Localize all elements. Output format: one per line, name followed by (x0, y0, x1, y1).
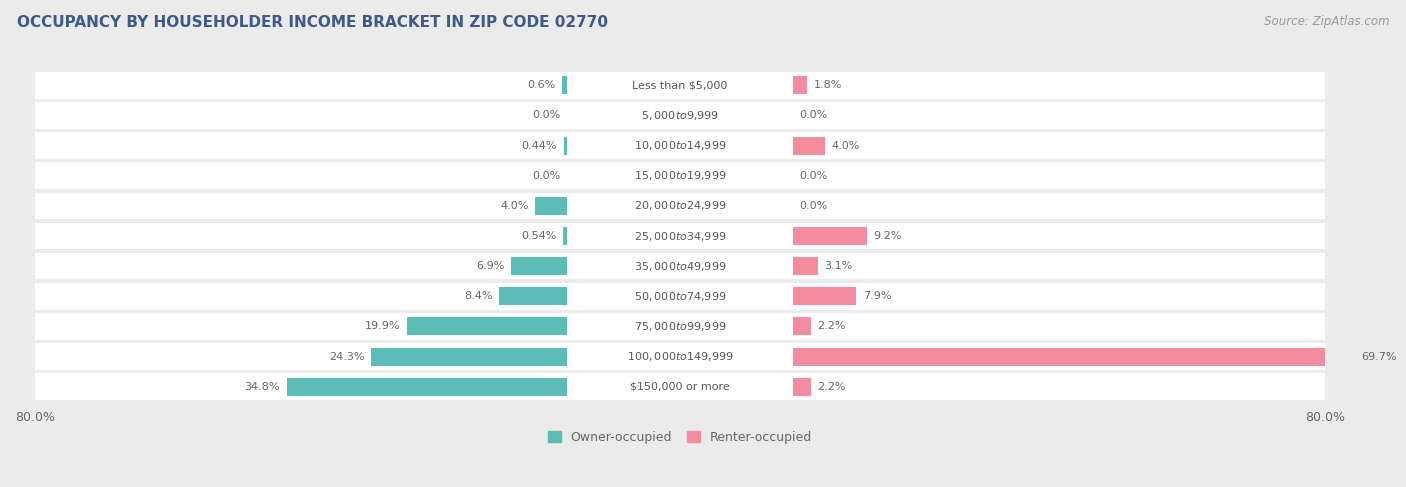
Bar (562, 76, 567, 94)
Bar (793, 348, 1355, 366)
Text: $35,000 to $49,999: $35,000 to $49,999 (634, 260, 725, 273)
Text: $100,000 to $149,999: $100,000 to $149,999 (627, 350, 734, 363)
Bar (499, 287, 567, 305)
Text: $50,000 to $74,999: $50,000 to $74,999 (634, 290, 725, 303)
Bar (35, 72, 1324, 98)
Text: 6.9%: 6.9% (477, 261, 505, 271)
Text: 34.8%: 34.8% (245, 382, 280, 392)
Bar (564, 136, 567, 155)
Bar (793, 227, 868, 245)
Bar (35, 102, 1324, 129)
Text: 24.3%: 24.3% (329, 352, 364, 361)
Text: 19.9%: 19.9% (364, 321, 401, 332)
Bar (35, 253, 1324, 280)
Text: 3.1%: 3.1% (824, 261, 852, 271)
Bar (35, 283, 1324, 310)
Text: $20,000 to $24,999: $20,000 to $24,999 (634, 199, 725, 212)
Bar (793, 136, 825, 155)
Text: Less than $5,000: Less than $5,000 (633, 80, 728, 91)
Bar (371, 348, 567, 366)
Text: 0.6%: 0.6% (527, 80, 555, 91)
Text: 4.0%: 4.0% (831, 141, 860, 150)
Bar (35, 223, 1324, 249)
Text: 0.44%: 0.44% (522, 141, 557, 150)
Bar (35, 163, 1324, 189)
Text: 7.9%: 7.9% (863, 291, 891, 301)
Bar (793, 318, 810, 336)
Text: 1.8%: 1.8% (814, 80, 842, 91)
Legend: Owner-occupied, Renter-occupied: Owner-occupied, Renter-occupied (543, 426, 817, 449)
Text: 9.2%: 9.2% (873, 231, 901, 241)
Bar (406, 318, 567, 336)
Bar (534, 197, 567, 215)
Text: $15,000 to $19,999: $15,000 to $19,999 (634, 169, 725, 182)
Text: 69.7%: 69.7% (1361, 352, 1396, 361)
Text: Source: ZipAtlas.com: Source: ZipAtlas.com (1264, 15, 1389, 28)
Bar (35, 343, 1324, 370)
Bar (287, 377, 567, 396)
Text: 0.0%: 0.0% (799, 111, 828, 120)
Bar (512, 257, 567, 275)
Text: 0.0%: 0.0% (533, 171, 561, 181)
Bar (35, 313, 1324, 339)
Bar (35, 374, 1324, 400)
Text: 0.0%: 0.0% (799, 171, 828, 181)
Text: $75,000 to $99,999: $75,000 to $99,999 (634, 320, 725, 333)
Text: 2.2%: 2.2% (817, 321, 845, 332)
Text: 4.0%: 4.0% (501, 201, 529, 211)
Bar (793, 257, 818, 275)
Text: OCCUPANCY BY HOUSEHOLDER INCOME BRACKET IN ZIP CODE 02770: OCCUPANCY BY HOUSEHOLDER INCOME BRACKET … (17, 15, 607, 30)
Bar (793, 377, 810, 396)
Text: 2.2%: 2.2% (817, 382, 845, 392)
Text: $10,000 to $14,999: $10,000 to $14,999 (634, 139, 725, 152)
Text: 0.0%: 0.0% (533, 111, 561, 120)
Text: $150,000 or more: $150,000 or more (630, 382, 730, 392)
Text: 0.0%: 0.0% (799, 201, 828, 211)
Text: $25,000 to $34,999: $25,000 to $34,999 (634, 229, 725, 243)
Text: $5,000 to $9,999: $5,000 to $9,999 (641, 109, 718, 122)
Bar (35, 132, 1324, 159)
Bar (562, 227, 567, 245)
Bar (35, 193, 1324, 219)
Bar (793, 287, 856, 305)
Text: 0.54%: 0.54% (520, 231, 557, 241)
Text: 8.4%: 8.4% (464, 291, 494, 301)
Bar (793, 76, 807, 94)
